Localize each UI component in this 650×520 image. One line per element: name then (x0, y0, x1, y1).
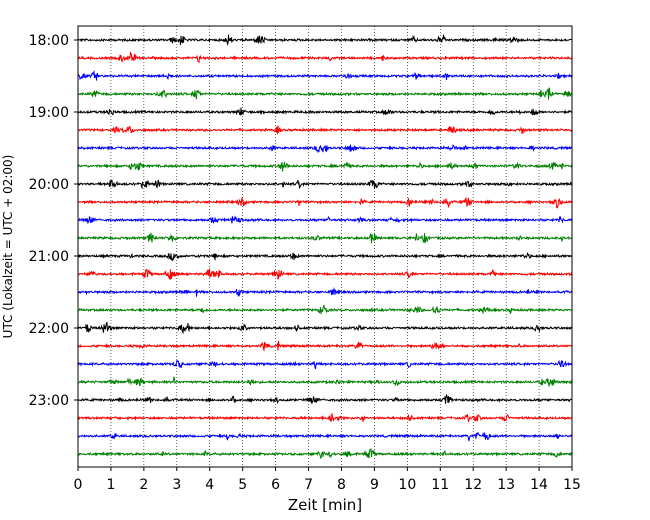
y-axis-ticks: 18:00 19:00 20:00 21:00 22:00 23:00 (29, 33, 78, 409)
y-tick-label: 19:00 (29, 105, 69, 121)
x-tick-label: 7 (304, 477, 313, 493)
x-axis-label: Zeit [min] (288, 496, 362, 514)
y-axis-label: UTC (Lokalzeit = UTC + 02:00) (1, 155, 15, 339)
x-tick-label: 15 (563, 477, 581, 493)
trace-1945 (77, 161, 573, 172)
trace-2000 (77, 179, 573, 190)
x-tick-label: 12 (464, 477, 482, 493)
x-tick-label: 13 (497, 477, 515, 493)
y-tick-label: 22:00 (29, 321, 69, 337)
x-tick-label: 0 (74, 477, 83, 493)
trace-2015 (77, 196, 573, 209)
trace-2115 (77, 268, 573, 280)
y-tick-label: 18:00 (29, 33, 69, 49)
trace-2130 (77, 287, 573, 297)
x-tick-label: 6 (271, 477, 280, 493)
x-tick-label: 11 (431, 477, 449, 493)
trace-1845 (77, 87, 573, 100)
trace-1815 (77, 51, 573, 64)
trace-1915 (77, 125, 573, 135)
x-tick-label: 1 (106, 477, 115, 493)
x-axis-ticks: 0 1 2 3 4 5 6 7 8 9 10 11 12 13 14 15 (74, 467, 581, 493)
trace-1900 (77, 107, 573, 116)
trace-2100 (77, 251, 573, 262)
y-tick-label: 20:00 (29, 177, 69, 193)
plot-frame (77, 25, 573, 468)
y-tick-label: 23:00 (29, 393, 69, 409)
y-tick-label: 21:00 (29, 249, 69, 265)
x-tick-label: 9 (370, 477, 379, 493)
seismogram-traces (77, 34, 573, 459)
x-tick-label: 10 (398, 477, 416, 493)
x-tick-label: 8 (337, 477, 346, 493)
x-tick-label: 5 (238, 477, 247, 493)
trace-2215 (77, 340, 573, 352)
trace-2200 (77, 321, 573, 335)
trace-2045 (77, 232, 573, 244)
trace-2300 (77, 394, 573, 405)
trace-2345 (77, 447, 573, 459)
x-tick-label: 3 (172, 477, 181, 493)
trace-2315 (77, 413, 573, 423)
x-tick-label: 2 (139, 477, 148, 493)
trace-2145 (77, 305, 573, 315)
x-tick-label: 14 (530, 477, 548, 493)
trace-1830 (77, 69, 573, 81)
x-tick-label: 4 (205, 477, 214, 493)
trace-2030 (77, 215, 573, 225)
trace-1800 (77, 34, 573, 46)
trace-1930 (77, 144, 573, 154)
trace-2245 (77, 376, 573, 387)
trace-2230 (77, 359, 573, 370)
trace-2330 (77, 431, 573, 442)
